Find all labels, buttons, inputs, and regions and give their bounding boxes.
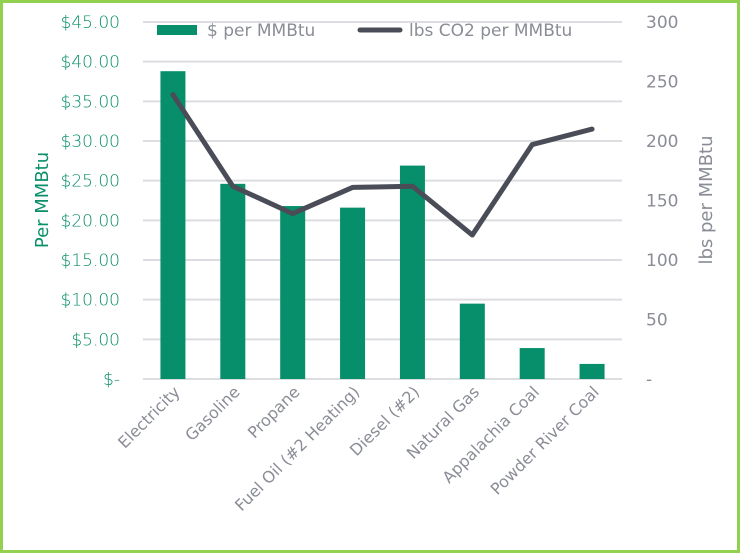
legend-bar-label: $ per MMBtu (207, 21, 315, 41)
co2-line (170, 92, 595, 238)
bar (579, 363, 605, 379)
left-tick-label: $5.00 (71, 330, 120, 350)
right-tick-label: - (646, 370, 652, 390)
legend: $ per MMBtu lbs CO2 per MMBtu (157, 21, 572, 41)
left-tick-label: $- (103, 370, 120, 390)
category-label: Propane (244, 382, 304, 442)
bar (399, 165, 425, 379)
right-tick-label: 150 (646, 192, 678, 212)
right-axis-title: lbs per MMBtu (696, 135, 717, 264)
category-label: Electricity (114, 382, 184, 452)
line-series-co2 (170, 92, 595, 238)
bar (459, 303, 485, 379)
right-tick-label: 200 (646, 132, 678, 152)
bar (220, 183, 246, 379)
bar (280, 206, 306, 379)
right-tick-label: 50 (646, 311, 668, 331)
left-axis-ticks: $- $5.00 $10.00 $15.00 $20.00 $25.00 $30.00 $35… (61, 13, 120, 390)
gridlines (143, 21, 622, 380)
left-tick-label: $25.00 (61, 172, 120, 192)
left-axis-title: Per MMBtu (32, 152, 53, 248)
left-tick-label: $10.00 (61, 291, 120, 311)
bar (519, 348, 545, 379)
bar (340, 207, 366, 379)
left-tick-label: $30.00 (61, 132, 120, 152)
legend-line-label: lbs CO2 per MMBtu (409, 21, 572, 41)
left-tick-label: $40.00 (61, 53, 120, 73)
right-axis-ticks: - 50 100 150 200 250 300 (646, 13, 678, 390)
category-label: Gasoline (181, 382, 243, 444)
left-tick-label: $45.00 (61, 13, 120, 33)
right-tick-label: 300 (646, 13, 678, 33)
left-tick-label: $35.00 (61, 92, 120, 112)
left-tick-label: $15.00 (61, 251, 120, 271)
right-tick-label: 250 (646, 73, 678, 93)
legend-bar-swatch (157, 25, 197, 35)
category-label: Fuel Oil (#2 Heating) (231, 382, 363, 514)
right-tick-label: 100 (646, 251, 678, 271)
left-tick-label: $20.00 (61, 211, 120, 231)
bar (160, 71, 186, 379)
category-label: Powder River Coal (487, 382, 603, 498)
bar-series-dollars (160, 71, 605, 379)
